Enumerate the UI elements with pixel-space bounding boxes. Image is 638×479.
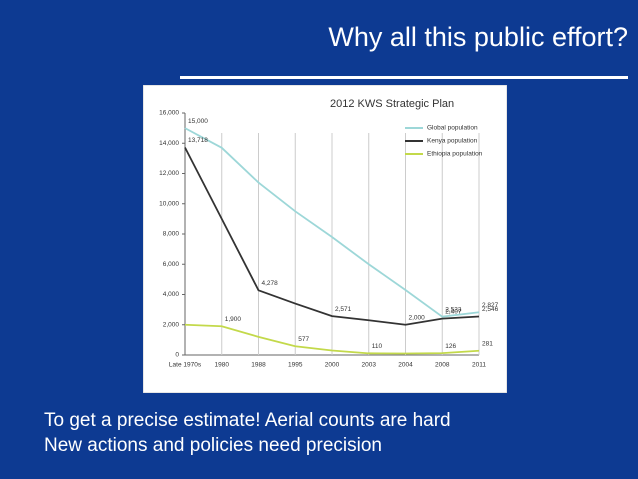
x-tick-label: 2008 (435, 362, 450, 369)
series-line (184, 147, 480, 326)
data-label: 126 (445, 343, 456, 350)
legend-label: Kenya population (427, 138, 478, 145)
series-line (184, 127, 480, 318)
data-label: 281 (482, 340, 493, 347)
data-label: 2,000 (409, 314, 426, 321)
x-tick-label: 2000 (325, 362, 340, 369)
chart-source: 2012 KWS Strategic Plan (330, 98, 454, 110)
data-label: 577 (298, 336, 309, 343)
chart: 2012 KWS Strategic Plan 0 2,000 4,000 6,000… (143, 85, 507, 393)
title-rule (180, 76, 628, 79)
data-label: 2,407 (445, 308, 462, 315)
body-text: To get a precise estimate! Aerial counts… (44, 410, 451, 431)
data-label: 15,000 (188, 118, 208, 125)
slide-title: Why all this public effort? (328, 22, 628, 52)
y-tick-label: 4,000 (163, 291, 180, 298)
data-label: 110 (372, 343, 383, 350)
legend-label: Ethiopia population (427, 151, 483, 158)
y-tick-label: 2,000 (163, 321, 180, 328)
data-label: 2,827 (482, 302, 499, 309)
y-tick-label: 10,000 (159, 200, 179, 207)
body-text: New actions and policies need precision (44, 435, 382, 456)
x-tick-label: 2004 (398, 362, 413, 369)
x-tick-label: 1980 (215, 362, 230, 369)
data-label: 13,718 (188, 137, 208, 144)
x-tick-label: 1988 (251, 362, 266, 369)
y-tick-label: 6,000 (163, 261, 180, 268)
data-label: 2,546 (482, 306, 499, 313)
data-label: 4,278 (262, 280, 279, 287)
legend-label: Global population (427, 125, 478, 132)
y-tick-label: 8,000 (163, 231, 180, 238)
series-line (184, 323, 480, 355)
y-tick-label: 12,000 (159, 170, 179, 177)
x-tick-label: 1995 (288, 362, 303, 369)
data-label: 2,571 (335, 306, 352, 313)
data-label: 1,900 (225, 316, 242, 323)
x-tick-label: 2003 (362, 362, 377, 369)
y-tick-label: 16,000 (159, 110, 179, 117)
x-tick-label: 2011 (472, 362, 486, 369)
y-tick-label: 14,000 (159, 140, 179, 147)
chart-background (143, 85, 507, 393)
data-label: 2,533 (445, 306, 462, 313)
x-tick-label: Late 1970s (169, 362, 202, 369)
y-tick-label: 0 (175, 352, 179, 359)
